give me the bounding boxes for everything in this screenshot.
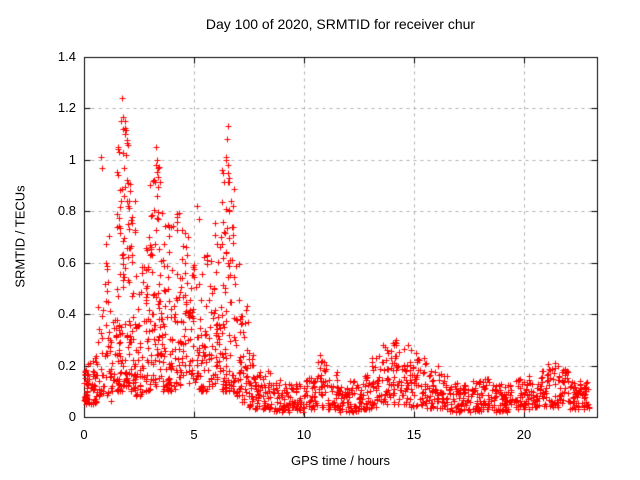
y-tick-label: 0.8	[57, 203, 76, 218]
x-axis-label: GPS time / hours	[291, 453, 390, 468]
y-tick-label: 0.4	[57, 306, 76, 321]
x-tick-label: 15	[406, 427, 422, 442]
y-tick-label: 0.6	[57, 255, 76, 270]
x-tick-label: 20	[516, 427, 532, 442]
y-tick-label: 1.4	[57, 49, 76, 64]
x-tick-label: 0	[80, 427, 88, 442]
y-tick-label: 0	[68, 409, 76, 424]
y-tick-label: 1	[68, 152, 76, 167]
chart-title: Day 100 of 2020, SRMTID for receiver chu…	[205, 16, 476, 32]
x-tick-label: 10	[296, 427, 312, 442]
y-tick-label: 0.2	[57, 358, 76, 373]
x-tick-label: 5	[190, 427, 198, 442]
y-tick-label: 1.2	[57, 100, 76, 115]
